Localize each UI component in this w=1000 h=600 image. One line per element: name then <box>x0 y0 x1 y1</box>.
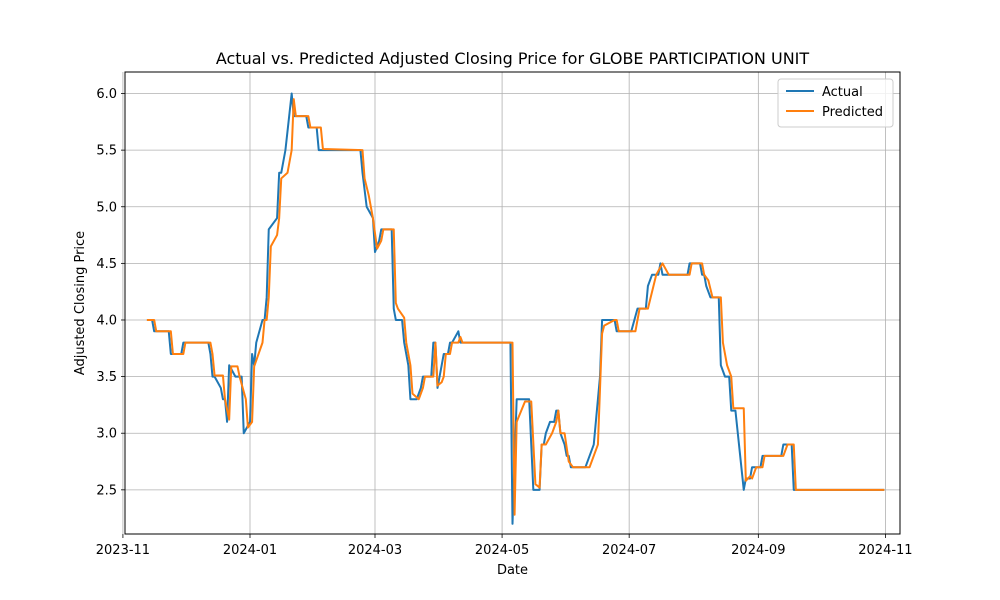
x-tick-label: 2023-11 <box>96 543 150 558</box>
y-tick-label: 4.0 <box>96 313 117 328</box>
x-tick-label: 2024-11 <box>858 543 912 558</box>
x-axis: 2023-11 2024-01 2024-03 2024-05 2024-07 2024-… <box>96 534 913 558</box>
y-axis: 2.5 3.0 3.5 4.0 4.5 5.0 5.5 6.0 <box>96 87 125 498</box>
y-tick-label: 5.0 <box>96 200 117 215</box>
legend-label-actual: Actual <box>822 85 863 100</box>
x-tick-label: 2024-07 <box>602 543 656 558</box>
x-tick-label: 2024-03 <box>348 543 402 558</box>
y-tick-label: 5.5 <box>96 144 117 159</box>
x-tick-label: 2024-05 <box>475 543 529 558</box>
y-axis-label: Adjusted Closing Price <box>73 231 88 375</box>
legend-label-predicted: Predicted <box>822 105 883 120</box>
legend: Actual Predicted <box>777 78 894 128</box>
x-tick-label: 2024-01 <box>223 543 277 558</box>
x-axis-label: Date <box>497 563 528 578</box>
y-tick-label: 3.5 <box>96 370 117 385</box>
y-tick-label: 4.5 <box>96 257 117 272</box>
series-group <box>146 92 885 525</box>
plot-frame <box>124 71 901 535</box>
y-tick-label: 6.0 <box>96 87 117 102</box>
series-line-predicted <box>146 98 885 516</box>
x-tick-label: 2024-09 <box>731 543 785 558</box>
y-tick-label: 3.0 <box>96 427 117 442</box>
y-tick-label: 2.5 <box>96 483 117 498</box>
chart-title: Actual vs. Predicted Adjusted Closing Pr… <box>216 49 810 68</box>
